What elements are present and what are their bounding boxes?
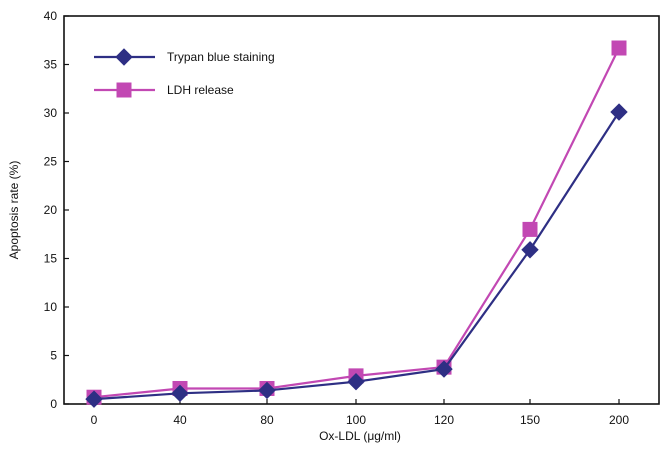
data-point-150 <box>521 241 539 259</box>
legend-label: Trypan blue staining <box>167 50 275 64</box>
y-tick-label: 15 <box>44 252 58 266</box>
legend-entry-trypan-blue: Trypan blue staining <box>94 48 275 66</box>
data-point-150 <box>522 221 538 237</box>
x-tick-label: 40 <box>173 413 187 427</box>
y-tick-label: 30 <box>44 106 58 120</box>
legend-entry-ldh-release: LDH release <box>94 82 234 98</box>
x-tick-label: 200 <box>609 413 629 427</box>
y-tick-label: 0 <box>50 397 57 411</box>
data-point-0 <box>85 390 103 408</box>
series-trypan-blue <box>85 103 628 408</box>
series-line <box>93 47 620 399</box>
y-tick-label: 35 <box>44 58 58 72</box>
x-tick-label: 0 <box>91 413 98 427</box>
y-tick-label: 20 <box>44 203 58 217</box>
x-axis-label: Ox-LDL (μg/ml) <box>319 429 401 443</box>
x-tick-label: 80 <box>260 413 274 427</box>
series-layer <box>85 40 628 408</box>
legend: Trypan blue staining LDH release <box>94 48 275 98</box>
legend-marker <box>115 48 133 66</box>
y-tick-label: 5 <box>50 349 57 363</box>
data-point-120 <box>435 360 453 378</box>
y-tick-label: 40 <box>44 9 58 23</box>
y-axis-label: Apoptosis rate (%) <box>7 161 21 260</box>
y-tick-label: 25 <box>44 155 58 169</box>
series-line <box>93 111 620 401</box>
axes: 0 5 10 15 20 25 30 35 40 0 40 80 100 120 150 200 <box>44 9 660 427</box>
y-tick-label: 10 <box>44 300 58 314</box>
x-tick-label: 120 <box>434 413 454 427</box>
legend-marker <box>116 82 132 98</box>
x-tick-label: 100 <box>346 413 366 427</box>
data-point-200 <box>611 40 627 56</box>
data-point-80 <box>258 381 276 400</box>
x-tick-label: 150 <box>520 413 540 427</box>
data-point-200 <box>610 103 628 121</box>
legend-label: LDH release <box>167 83 234 97</box>
data-point-100 <box>347 372 365 391</box>
plot-frame <box>63 15 660 405</box>
data-point-40 <box>171 384 189 403</box>
